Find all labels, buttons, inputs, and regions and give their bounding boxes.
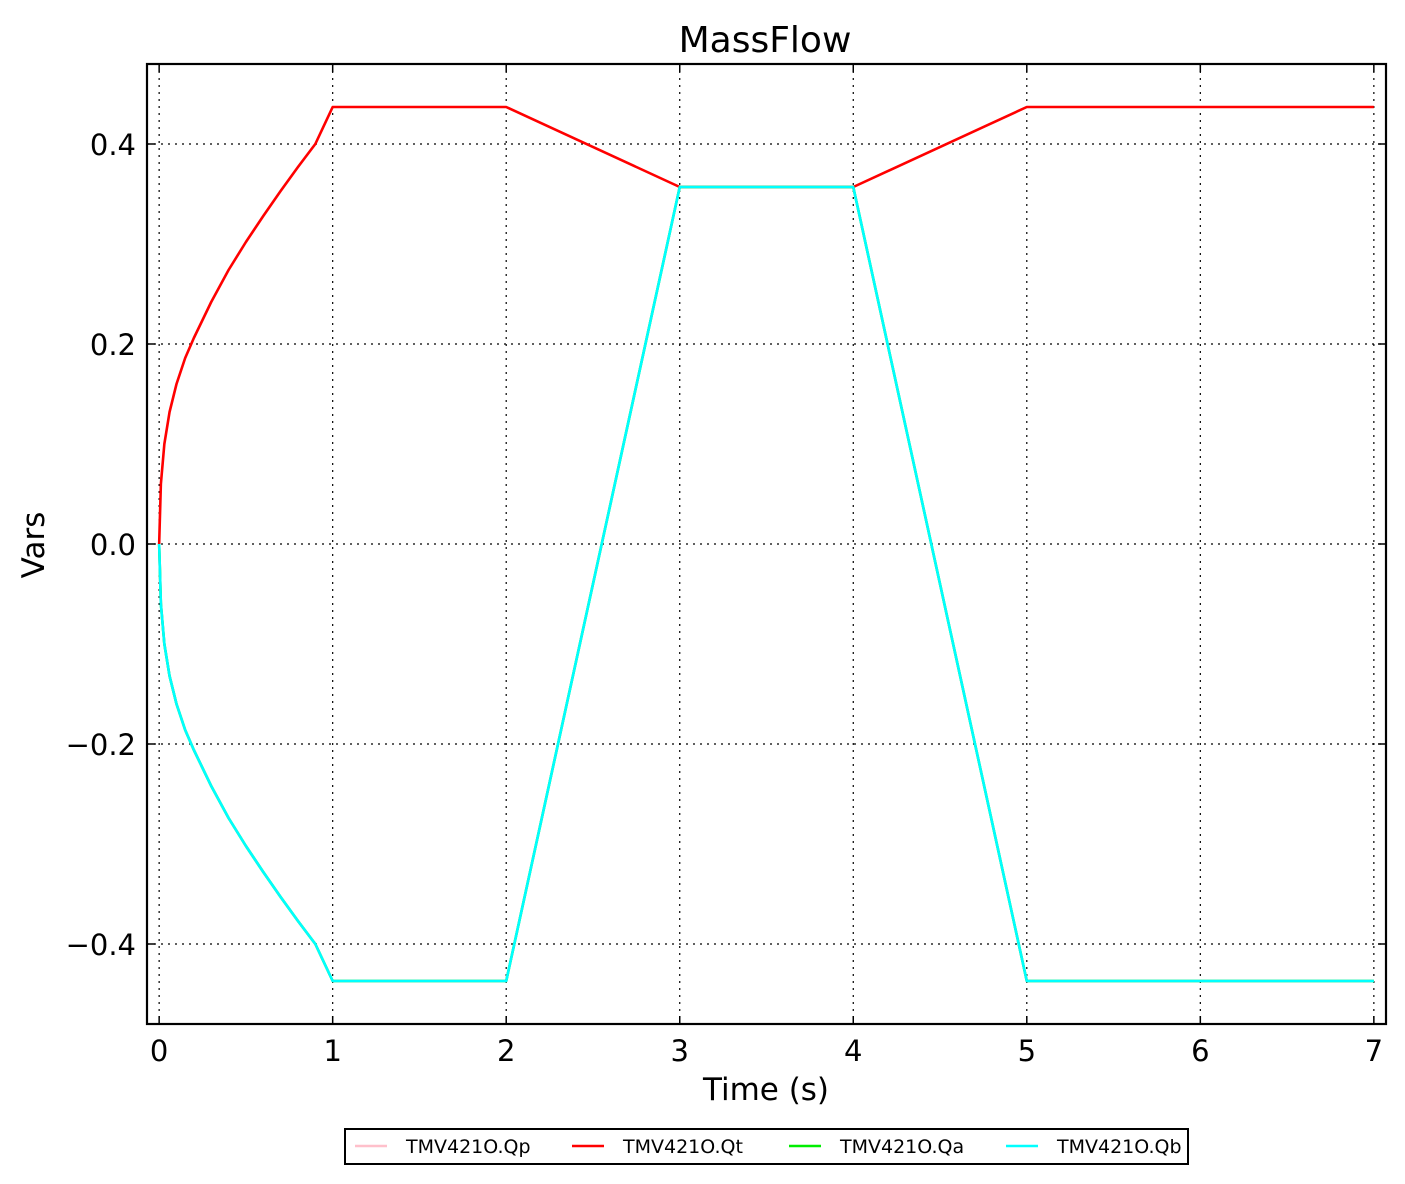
x-tick-label: 6	[1191, 1034, 1209, 1068]
legend: TMV421O.Qp TMV421O.Qt TMV421O.Qa TMV421O.Qb	[344, 1128, 1189, 1165]
legend-frame	[344, 1128, 1189, 1165]
y-tick-label: 0.0	[90, 528, 136, 562]
grid-lines	[147, 64, 1386, 1024]
y-tick-label: 0.4	[90, 128, 136, 162]
x-tick-label: 1	[323, 1034, 341, 1068]
axis-ticks	[147, 64, 1386, 1024]
chart-title: MassFlow	[679, 20, 852, 61]
y-tick-label: −0.4	[66, 928, 136, 962]
y-tick-label: 0.2	[90, 328, 136, 362]
y-axis-label: Vars	[16, 512, 52, 579]
x-tick-label: 2	[497, 1034, 515, 1068]
plot-frame	[145, 62, 1388, 1026]
legend-label: TMV421O.Qp	[405, 1136, 531, 1158]
series-line-tmv421o-qb	[157, 185, 1374, 983]
x-axis-label: Time (s)	[702, 1072, 829, 1108]
series-lines	[157, 105, 1374, 983]
x-tick-label: 0	[150, 1034, 168, 1068]
x-tick-label: 3	[671, 1034, 689, 1068]
legend-label: TMV421O.Qa	[839, 1136, 964, 1158]
x-tick-label: 5	[1018, 1034, 1036, 1068]
x-tick-label: 4	[844, 1034, 862, 1068]
legend-label: TMV421O.Qb	[1056, 1136, 1182, 1158]
y-tick-label: −0.2	[66, 728, 136, 762]
legend-label: TMV421O.Qt	[622, 1136, 743, 1158]
x-tick-label: 7	[1365, 1034, 1383, 1068]
tick-labels: 0 1 2 3 4 5 6 7 −0.4 −0.2 0.0 0.2 0.4	[66, 128, 1384, 1068]
series-line-tmv421o-qt	[157, 105, 1374, 545]
